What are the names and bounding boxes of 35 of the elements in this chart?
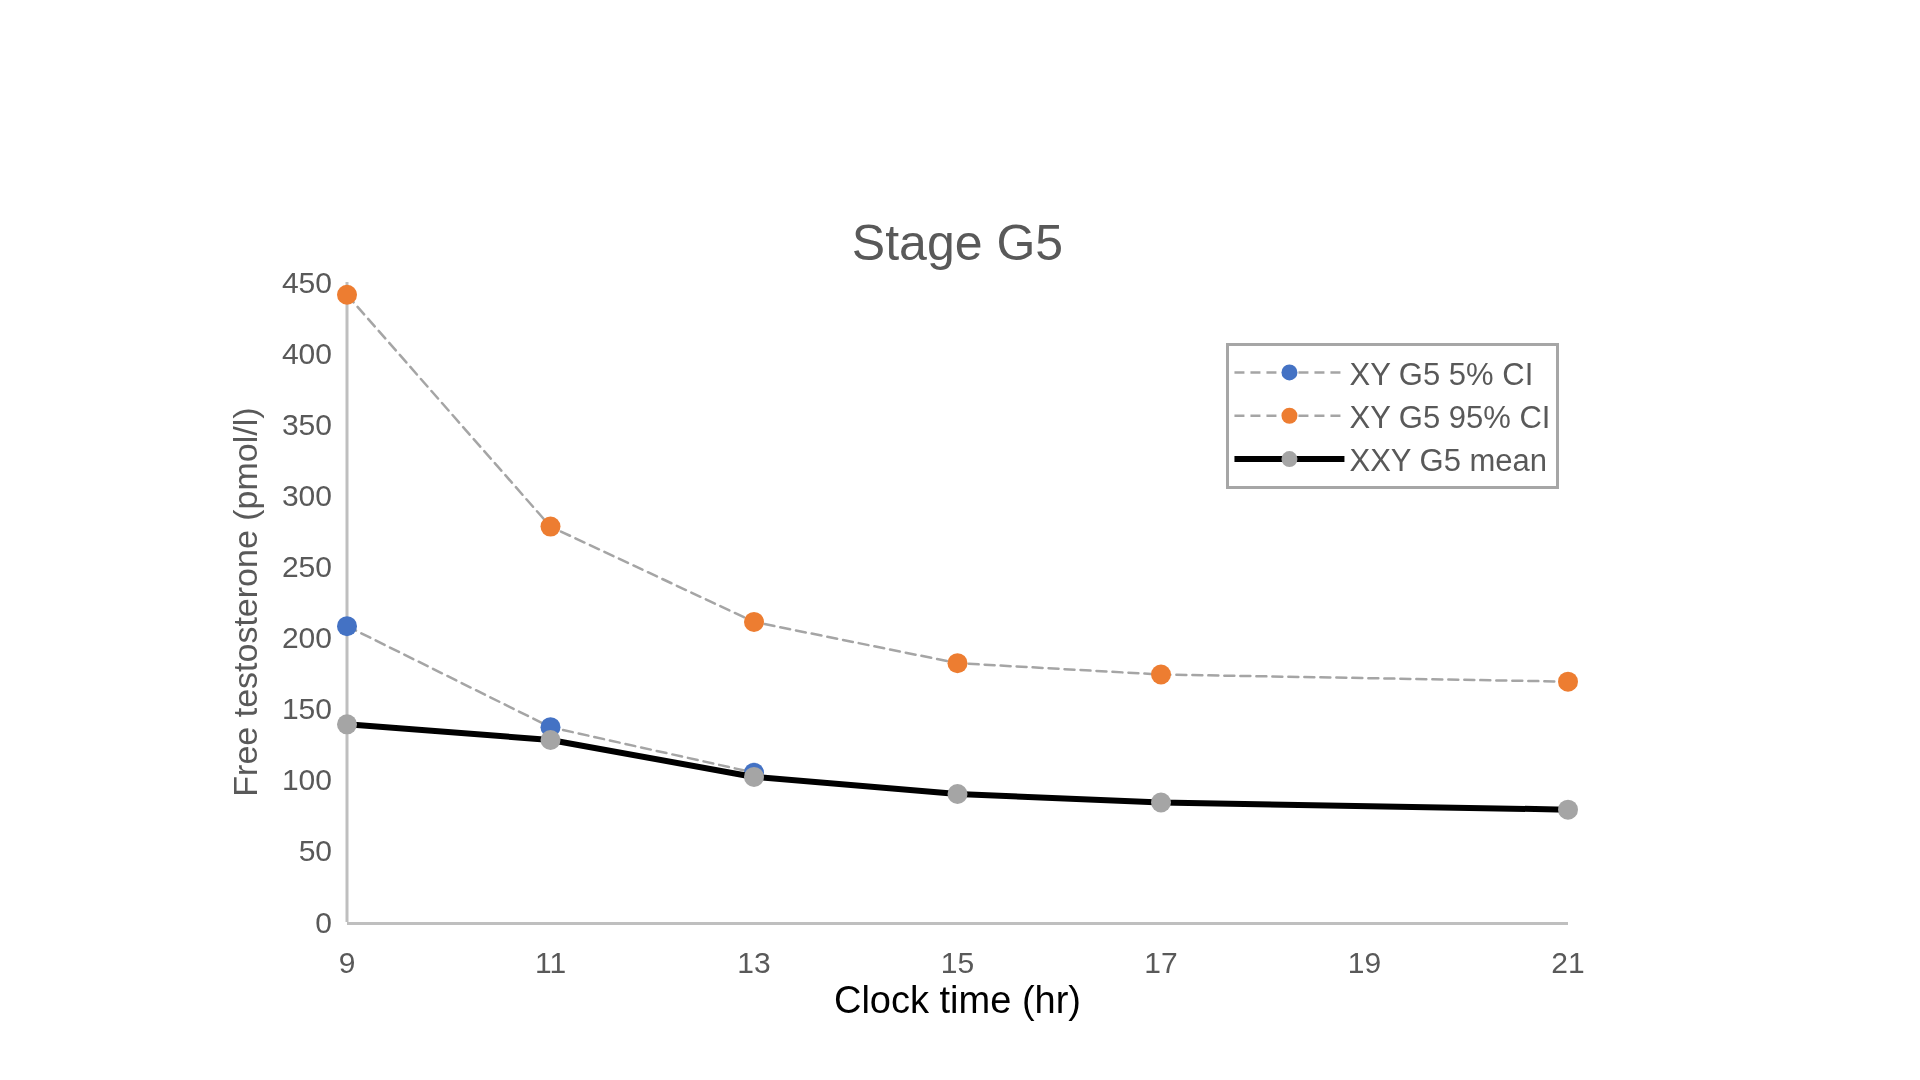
y-tick-label: 450 bbox=[281, 265, 332, 299]
point bbox=[337, 714, 357, 735]
x-tick-label: 13 bbox=[737, 946, 771, 979]
point bbox=[947, 784, 968, 804]
y-axis-title: Free testosterone (pmol/l) bbox=[225, 407, 264, 797]
point bbox=[1151, 792, 1171, 813]
y-tick-label: 200 bbox=[281, 621, 332, 655]
y-tick-label: 300 bbox=[281, 478, 332, 512]
y-tick-label: 0 bbox=[315, 905, 332, 939]
y-tick-label: 150 bbox=[281, 692, 332, 726]
point bbox=[337, 616, 357, 637]
x-tick-label: 9 bbox=[338, 946, 356, 979]
point bbox=[744, 611, 764, 632]
y-tick-label: 250 bbox=[281, 549, 332, 583]
x-tick-label: 21 bbox=[1551, 946, 1585, 979]
point bbox=[1558, 799, 1578, 820]
y-tick-label: 50 bbox=[298, 834, 332, 868]
point bbox=[540, 516, 561, 537]
x-tick-label: 11 bbox=[534, 946, 567, 979]
point bbox=[337, 284, 357, 305]
point bbox=[1558, 671, 1578, 692]
x-axis-title: Clock time (hr) bbox=[833, 979, 1082, 1021]
legend-label: XY G5 5% CI bbox=[1349, 356, 1534, 392]
point bbox=[947, 653, 968, 674]
point bbox=[540, 729, 561, 750]
legend-label: XY G5 95% CI bbox=[1349, 399, 1551, 435]
x-tick-label: 17 bbox=[1144, 946, 1178, 979]
y-tick-label: 350 bbox=[281, 407, 332, 441]
chart-title: Stage G5 bbox=[851, 214, 1064, 271]
y-tick-label: 400 bbox=[281, 336, 332, 370]
x-tick-label: 15 bbox=[940, 946, 975, 979]
legend-label: XXY G5 mean bbox=[1349, 443, 1548, 479]
x-tick-label: 19 bbox=[1347, 946, 1382, 979]
point bbox=[1151, 664, 1171, 685]
y-tick-label: 100 bbox=[281, 763, 332, 797]
